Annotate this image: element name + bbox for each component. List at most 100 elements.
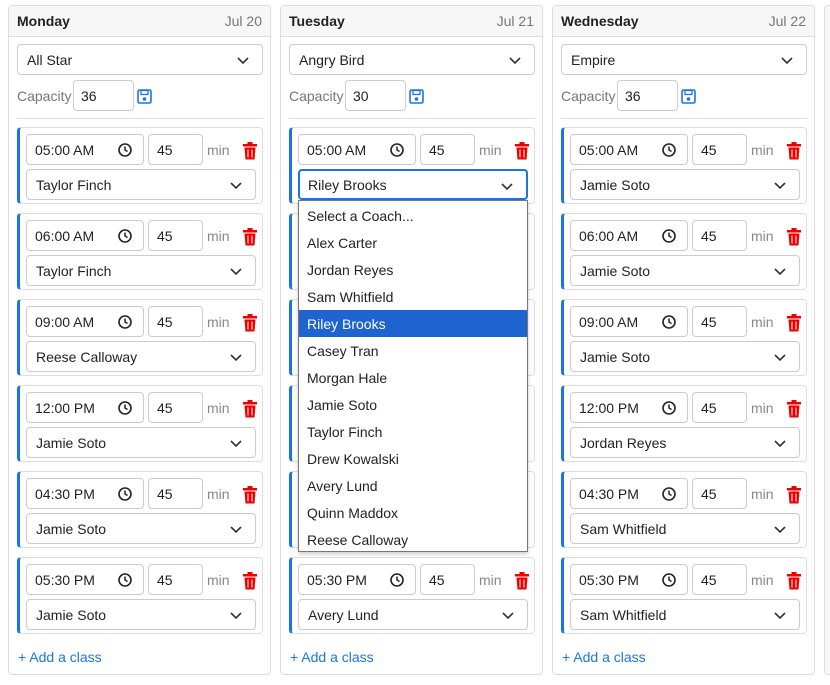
coach-select[interactable]: Sam Whitfield bbox=[570, 513, 800, 544]
duration-value: 45 bbox=[157, 313, 173, 330]
duration-input[interactable]: 45 bbox=[692, 220, 747, 251]
template-value: Angry Bird bbox=[299, 51, 365, 68]
delete-button[interactable] bbox=[514, 142, 530, 160]
delete-button[interactable] bbox=[242, 400, 258, 418]
delete-button[interactable] bbox=[242, 142, 258, 160]
template-select[interactable]: Angry Bird bbox=[289, 44, 535, 75]
dropdown-option[interactable]: Jordan Reyes bbox=[307, 261, 394, 278]
capacity-input[interactable]: 36 bbox=[73, 80, 134, 111]
dropdown-option[interactable]: Quinn Maddox bbox=[307, 504, 399, 521]
coach-select[interactable]: Sam Whitfield bbox=[570, 599, 800, 630]
time-input[interactable]: 12:00 PM bbox=[26, 392, 144, 423]
capacity-input[interactable]: 36 bbox=[617, 80, 678, 111]
save-button[interactable] bbox=[681, 89, 696, 104]
coach-select[interactable]: Jamie Soto bbox=[570, 341, 800, 372]
duration-input[interactable]: 45 bbox=[420, 564, 475, 595]
add-class-link[interactable]: + Add a class bbox=[290, 649, 374, 665]
dropdown-option[interactable]: Drew Kowalski bbox=[307, 450, 399, 467]
delete-button[interactable] bbox=[786, 572, 802, 590]
duration-input[interactable]: 45 bbox=[420, 134, 475, 165]
duration-value: 45 bbox=[701, 571, 717, 588]
duration-input[interactable]: 45 bbox=[148, 220, 203, 251]
time-input[interactable]: 04:30 PM bbox=[26, 478, 144, 509]
dropdown-option[interactable]: Alex Carter bbox=[307, 234, 378, 251]
duration-input[interactable]: 45 bbox=[692, 564, 747, 595]
dropdown-option[interactable]: Reese Calloway bbox=[307, 531, 409, 548]
duration-input[interactable]: 45 bbox=[148, 134, 203, 165]
coach-value: Jamie Soto bbox=[580, 348, 651, 365]
capacity-value: 36 bbox=[81, 87, 97, 104]
coach-select[interactable]: Taylor Finch bbox=[26, 255, 256, 286]
clock-icon bbox=[117, 228, 133, 244]
time-value: 09:00 AM bbox=[35, 313, 95, 330]
duration-input[interactable]: 45 bbox=[692, 134, 747, 165]
dropdown-option[interactable]: Riley Brooks bbox=[299, 310, 527, 337]
capacity-input[interactable]: 30 bbox=[345, 80, 406, 111]
time-input[interactable]: 04:30 PM bbox=[570, 478, 688, 509]
coach-select[interactable]: Jamie Soto bbox=[570, 169, 800, 200]
template-select[interactable]: Empire bbox=[561, 44, 807, 75]
time-input[interactable]: 05:30 PM bbox=[298, 564, 416, 595]
delete-button[interactable] bbox=[514, 572, 530, 590]
time-input[interactable]: 05:30 PM bbox=[26, 564, 144, 595]
add-class-link[interactable]: + Add a class bbox=[562, 649, 646, 665]
add-class-link[interactable]: + Add a class bbox=[18, 649, 102, 665]
coach-value: Jamie Soto bbox=[36, 434, 107, 451]
delete-button[interactable] bbox=[786, 228, 802, 246]
coach-select[interactable]: Jamie Soto bbox=[26, 513, 256, 544]
dropdown-option[interactable]: Sam Whitfield bbox=[307, 288, 394, 305]
time-input[interactable]: 05:00 AM bbox=[26, 134, 144, 165]
chevron bbox=[773, 350, 787, 364]
dropdown-option[interactable]: Jamie Soto bbox=[307, 396, 378, 413]
duration-input[interactable]: 45 bbox=[148, 564, 203, 595]
delete-button[interactable] bbox=[786, 314, 802, 332]
coach-select[interactable]: Avery Lund bbox=[298, 599, 528, 630]
clock-icon bbox=[661, 314, 677, 330]
delete-button[interactable] bbox=[786, 486, 802, 504]
dropdown-option[interactable]: Avery Lund bbox=[307, 477, 378, 494]
coach-select[interactable]: Reese Calloway bbox=[26, 341, 256, 372]
duration-input[interactable]: 45 bbox=[148, 306, 203, 337]
delete-button[interactable] bbox=[786, 400, 802, 418]
coach-select[interactable]: Jamie Soto bbox=[26, 599, 256, 630]
time-input[interactable]: 09:00 AM bbox=[570, 306, 688, 337]
duration-input[interactable]: 45 bbox=[692, 478, 747, 509]
coach-select[interactable]: Jamie Soto bbox=[570, 255, 800, 286]
duration-input[interactable]: 45 bbox=[148, 478, 203, 509]
coach-value: Sam Whitfield bbox=[580, 606, 667, 623]
delete-button[interactable] bbox=[242, 486, 258, 504]
time-input[interactable]: 05:00 AM bbox=[298, 134, 416, 165]
save-button[interactable] bbox=[409, 89, 424, 104]
chevron bbox=[229, 264, 243, 278]
duration-input[interactable]: 45 bbox=[692, 392, 747, 423]
time-input[interactable]: 09:00 AM bbox=[26, 306, 144, 337]
save-button[interactable] bbox=[137, 89, 152, 104]
time-input[interactable]: 06:00 AM bbox=[570, 220, 688, 251]
class-card: 05:00 AM 45 min Taylor Finch bbox=[17, 127, 263, 204]
dropdown-option[interactable]: Select a Coach... bbox=[307, 207, 414, 224]
dropdown-option[interactable]: Taylor Finch bbox=[307, 423, 383, 440]
clock-icon bbox=[117, 572, 133, 588]
coach-select[interactable]: Jamie Soto bbox=[26, 427, 256, 458]
coach-select[interactable]: Riley Brooks bbox=[298, 169, 528, 200]
dropdown-option[interactable]: Casey Tran bbox=[307, 342, 379, 359]
delete-button[interactable] bbox=[242, 314, 258, 332]
time-input[interactable]: 05:00 AM bbox=[570, 134, 688, 165]
time-input[interactable]: 06:00 AM bbox=[26, 220, 144, 251]
duration-value: 45 bbox=[157, 399, 173, 416]
duration-input[interactable]: 45 bbox=[148, 392, 203, 423]
dropdown-option[interactable]: Morgan Hale bbox=[307, 369, 388, 386]
delete-button[interactable] bbox=[242, 228, 258, 246]
template-select[interactable]: All Star bbox=[17, 44, 263, 75]
time-input[interactable]: 05:30 PM bbox=[570, 564, 688, 595]
duration-value: 45 bbox=[701, 227, 717, 244]
coach-select[interactable]: Jordan Reyes bbox=[570, 427, 800, 458]
time-input[interactable]: 12:00 PM bbox=[570, 392, 688, 423]
duration-unit: min bbox=[207, 228, 230, 244]
duration-input[interactable]: 45 bbox=[692, 306, 747, 337]
coach-select[interactable]: Taylor Finch bbox=[26, 169, 256, 200]
delete-button[interactable] bbox=[786, 142, 802, 160]
delete-button[interactable] bbox=[242, 572, 258, 590]
time-value: 04:30 PM bbox=[579, 485, 639, 502]
